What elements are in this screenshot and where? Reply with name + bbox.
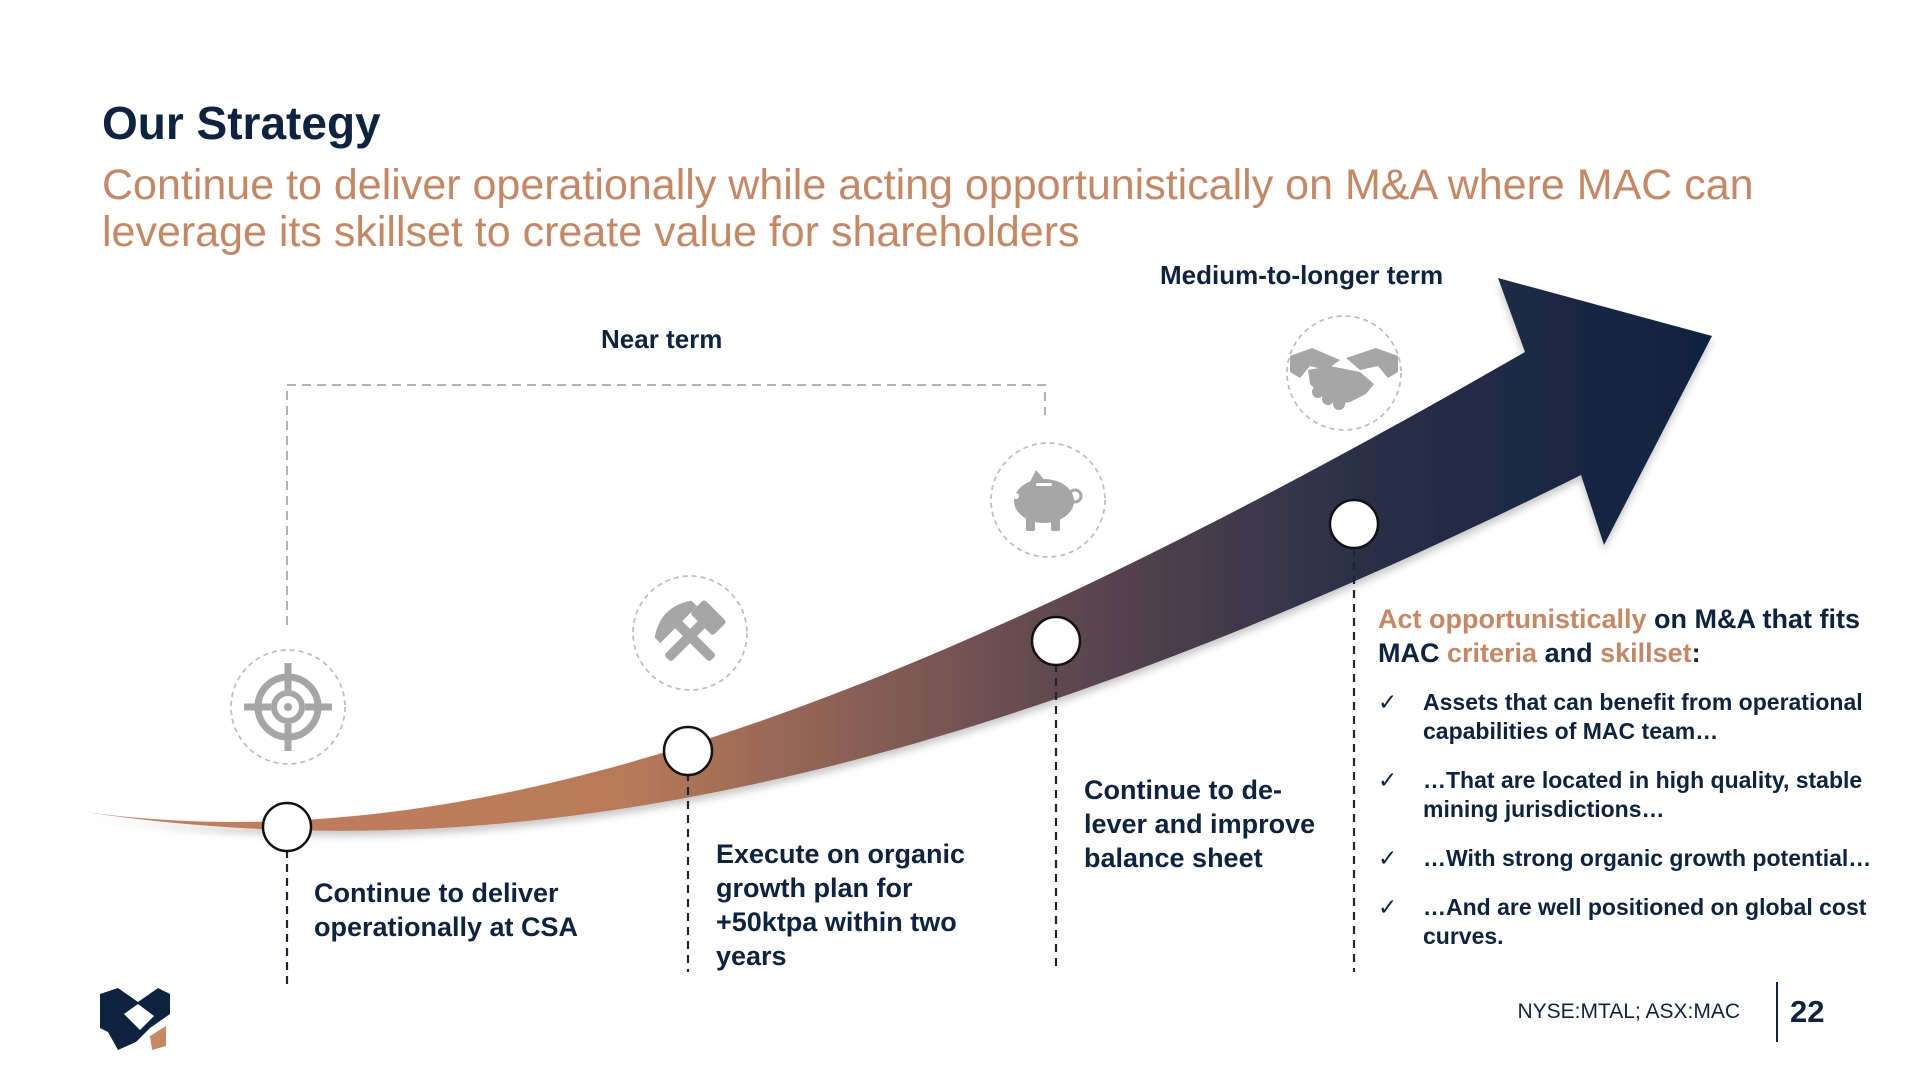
- page-title: Our Strategy: [102, 97, 381, 149]
- page-subtitle: Continue to deliver operationally while …: [102, 161, 1754, 256]
- target-icon: [244, 663, 332, 751]
- near-term-bracket: [286, 384, 1046, 625]
- check-icon: ✓: [1378, 894, 1398, 920]
- list-item: ✓ …That are located in high quality, stab…: [1378, 767, 1863, 822]
- near-term-label: Near term: [601, 324, 723, 354]
- hammer-pick-icon: [654, 600, 726, 661]
- list-item: ✓ …With strong organic growth potential…: [1378, 845, 1872, 871]
- growth-arrow: [85, 278, 1712, 831]
- milestone-4: [1328, 498, 1380, 550]
- page-number: 22: [1790, 994, 1825, 1029]
- handshake-icon: [1290, 348, 1398, 410]
- step-deliver-csa: Continue to deliver operationally at CSA: [314, 878, 579, 942]
- longer-term-label: Medium-to-longer term: [1160, 260, 1444, 290]
- check-icon: ✓: [1378, 845, 1398, 871]
- step-delever: Continue to de-lever and improve balance…: [1084, 775, 1316, 873]
- milestone-3: [1030, 615, 1082, 667]
- milestone-2: [662, 725, 714, 777]
- step-organic-growth: Execute on organic growth plan for +50kt…: [716, 839, 966, 971]
- milestone-1: [261, 801, 313, 853]
- piggy-bank-icon: [1013, 470, 1083, 531]
- list-item: ✓ …And are well positioned on global cost…: [1378, 894, 1867, 949]
- check-icon: ✓: [1378, 767, 1398, 793]
- ma-heading: Act opportunistically on M&A that fits M…: [1378, 604, 1860, 668]
- ticker-symbols: NYSE:MTAL; ASX:MAC: [1517, 1000, 1741, 1023]
- check-icon: ✓: [1378, 689, 1398, 715]
- list-item: ✓ Assets that can benefit from operationa…: [1378, 689, 1863, 744]
- mac-logo-icon: [100, 988, 170, 1050]
- footer-divider: [1776, 982, 1778, 1042]
- ma-criteria-list: ✓ Assets that can benefit from operationa…: [1378, 688, 1898, 951]
- ma-section: Act opportunistically on M&A that fits M…: [1378, 602, 1898, 971]
